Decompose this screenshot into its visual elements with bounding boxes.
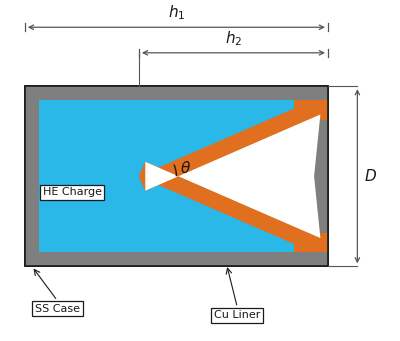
Polygon shape — [145, 115, 320, 238]
Polygon shape — [139, 100, 320, 191]
Bar — [25, 252, 328, 266]
Polygon shape — [145, 115, 320, 238]
Bar — [294, 233, 314, 252]
Bar — [314, 86, 328, 266]
Text: $h_2$: $h_2$ — [225, 29, 242, 48]
Bar — [39, 100, 314, 252]
Polygon shape — [139, 100, 320, 191]
Text: $h_1$: $h_1$ — [168, 4, 185, 22]
Text: SS Case: SS Case — [35, 303, 80, 313]
Text: $D$: $D$ — [364, 168, 377, 184]
Bar — [39, 100, 139, 252]
Polygon shape — [139, 162, 320, 252]
Bar — [294, 100, 314, 120]
Text: Cu Liner: Cu Liner — [214, 310, 260, 321]
Polygon shape — [139, 100, 320, 191]
Polygon shape — [139, 162, 320, 252]
Bar — [25, 86, 328, 266]
Bar — [25, 86, 39, 266]
Text: $\theta$: $\theta$ — [180, 160, 191, 176]
Polygon shape — [139, 162, 320, 252]
Bar — [294, 100, 328, 120]
Bar — [294, 233, 328, 252]
Text: HE Charge: HE Charge — [43, 188, 102, 197]
Bar — [25, 86, 328, 266]
Bar — [25, 86, 328, 100]
